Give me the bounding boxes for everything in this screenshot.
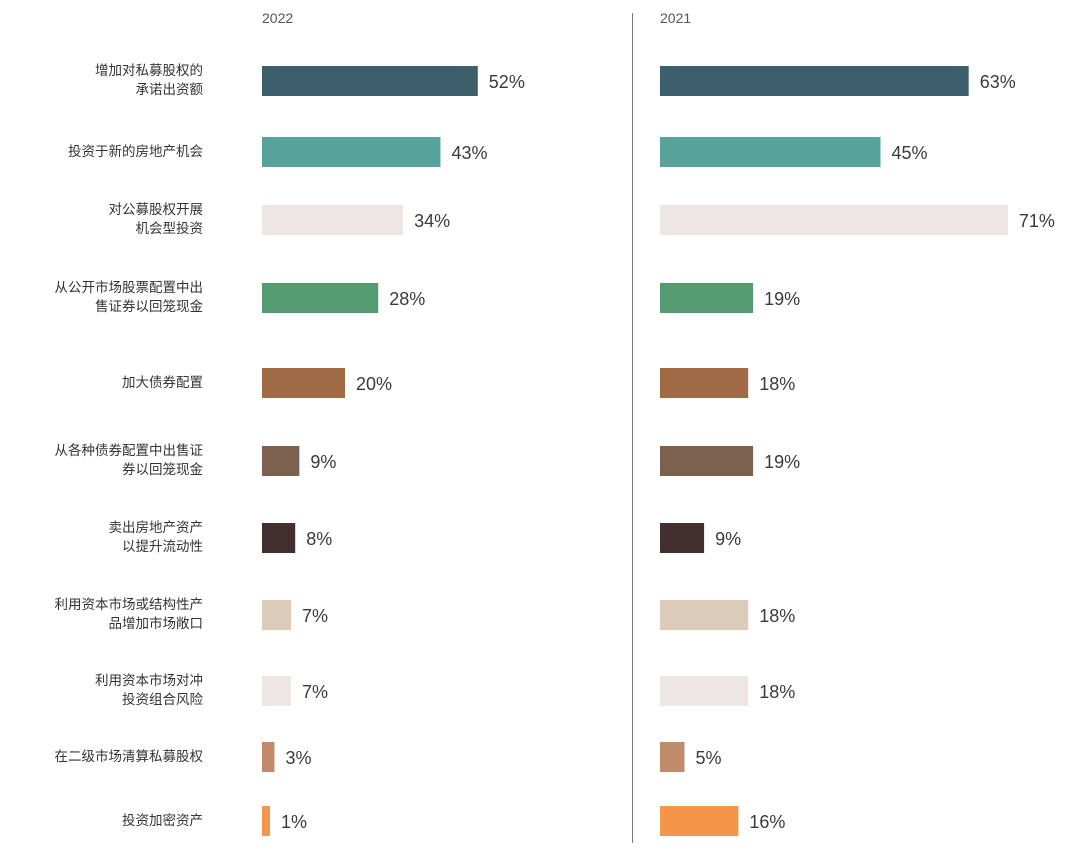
- category-label: 增加对私募股权的承诺出资额: [0, 62, 203, 100]
- bar-2022-7: [262, 600, 292, 630]
- series-label-2021: 2021: [660, 10, 692, 26]
- category-label: 卖出房地产资产以提升流动性: [0, 519, 204, 557]
- category-label-line: 以提升流动性: [122, 539, 203, 555]
- value-label-2022-1: 43%: [451, 143, 487, 163]
- bar-2021-6: [660, 523, 705, 553]
- category-label-line: 投资于新的房地产机会: [68, 143, 203, 160]
- category-label-line: 利用资本市场或结构性产: [54, 597, 204, 613]
- bar-2021-8: [660, 676, 749, 706]
- bar-2021-10: [660, 806, 739, 836]
- bar-2022-10: [262, 806, 270, 836]
- value-label-2022-10: 1%: [281, 812, 307, 832]
- category-label-line: 利用资本市场对冲: [95, 673, 203, 689]
- value-label-2022-8: 7%: [302, 682, 328, 702]
- bar-2022-9: [262, 742, 275, 772]
- category-label-line: 增加对私募股权的: [95, 63, 203, 79]
- value-label-2022-0: 52%: [489, 72, 525, 92]
- value-label-2022-7: 7%: [302, 606, 328, 626]
- category-label: 从各种债券配置中出售证券以回笼现金: [0, 442, 204, 480]
- value-label-2021-2: 71%: [1019, 211, 1055, 231]
- bar-2022-0: [262, 66, 478, 96]
- bar-2021-9: [660, 742, 685, 772]
- value-label-2022-6: 8%: [306, 529, 332, 549]
- category-label-line: 品增加市场敞口: [108, 616, 204, 632]
- value-label-2021-4: 18%: [759, 374, 795, 394]
- bar-2021-0: [660, 66, 969, 96]
- category-label-line: 投资组合风险: [122, 692, 203, 708]
- value-label-2021-5: 19%: [764, 452, 800, 472]
- value-label-2021-9: 5%: [696, 748, 722, 768]
- category-label: 从公开市场股票配置中出售证券以回笼现金: [0, 279, 204, 317]
- bar-2022-3: [262, 283, 379, 313]
- panel-divider: [632, 13, 633, 843]
- bar-2021-5: [660, 446, 754, 476]
- category-label-line: 从各种债券配置中出售证: [54, 443, 204, 459]
- category-label: 在二级市场清算私募股权: [0, 748, 204, 767]
- bar-2022-4: [262, 368, 345, 398]
- category-label-line: 售证券以回笼现金: [95, 299, 203, 315]
- bar-2021-1: [660, 137, 881, 167]
- bar-2021-3: [660, 283, 754, 313]
- value-label-2021-3: 19%: [764, 289, 800, 309]
- bar-2022-6: [262, 523, 296, 553]
- series-label-2022: 2022: [262, 10, 294, 26]
- category-label: 利用资本市场或结构性产品增加市场敞口: [0, 596, 204, 634]
- value-label-2021-8: 18%: [759, 682, 795, 702]
- category-label: 利用资本市场对冲投资组合风险: [0, 672, 203, 710]
- value-label-2022-3: 28%: [389, 289, 425, 309]
- category-label-line: 卖出房地产资产: [108, 520, 204, 536]
- bar-2022-2: [262, 205, 404, 235]
- category-label-line: 在二级市场清算私募股权: [54, 748, 204, 765]
- value-label-2022-4: 20%: [356, 374, 392, 394]
- category-label-line: 投资加密资产: [122, 812, 203, 829]
- bar-2021-2: [660, 205, 1008, 235]
- category-label-line: 从公开市场股票配置中出: [54, 280, 204, 296]
- category-label-line: 机会型投资: [135, 221, 204, 237]
- value-label-2022-9: 3%: [285, 748, 311, 768]
- category-label-line: 承诺出资额: [135, 82, 204, 98]
- category-label: 投资于新的房地产机会: [0, 143, 203, 162]
- value-label-2021-7: 18%: [759, 606, 795, 626]
- category-label-line: 对公募股权开展: [108, 202, 204, 218]
- category-label: 加大债券配置: [0, 374, 203, 393]
- bar-2022-1: [262, 137, 441, 167]
- value-label-2022-5: 9%: [310, 452, 336, 472]
- category-label-line: 券以回笼现金: [122, 462, 203, 478]
- category-label-line: 加大债券配置: [122, 374, 203, 391]
- value-label-2021-10: 16%: [749, 812, 785, 832]
- value-label-2021-0: 63%: [980, 72, 1016, 92]
- value-label-2021-1: 45%: [892, 143, 928, 163]
- bar-2022-5: [262, 446, 300, 476]
- category-label: 对公募股权开展机会型投资: [0, 201, 204, 239]
- bar-2021-4: [660, 368, 749, 398]
- bar-2021-7: [660, 600, 749, 630]
- category-label: 投资加密资产: [0, 812, 203, 831]
- value-label-2021-6: 9%: [715, 529, 741, 549]
- bar-2022-8: [262, 676, 292, 706]
- value-label-2022-2: 34%: [414, 211, 450, 231]
